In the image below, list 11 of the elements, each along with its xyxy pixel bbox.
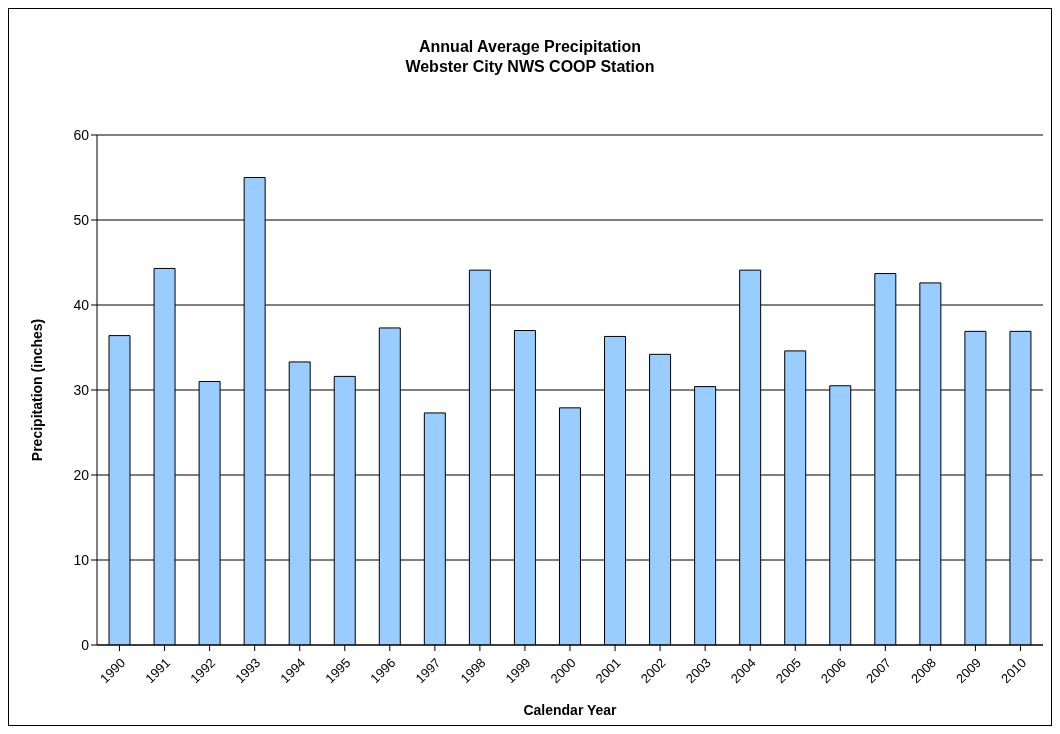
x-axis-title: Calendar Year (523, 702, 618, 718)
y-tick-label: 20 (73, 466, 90, 483)
y-tick-label: 60 (73, 126, 90, 143)
chart-subtitle: Webster City NWS COOP Station (404, 57, 656, 77)
y-tick-label: 50 (73, 211, 90, 228)
y-tick-label: 10 (73, 551, 90, 568)
y-tick-label: 40 (73, 296, 90, 313)
y-tick-label: 30 (73, 381, 90, 398)
y-tick-label: 0 (81, 636, 90, 653)
y-axis-title: Precipitation (inches) (28, 318, 45, 462)
chart-title: Annual Average Precipitation (418, 37, 642, 57)
